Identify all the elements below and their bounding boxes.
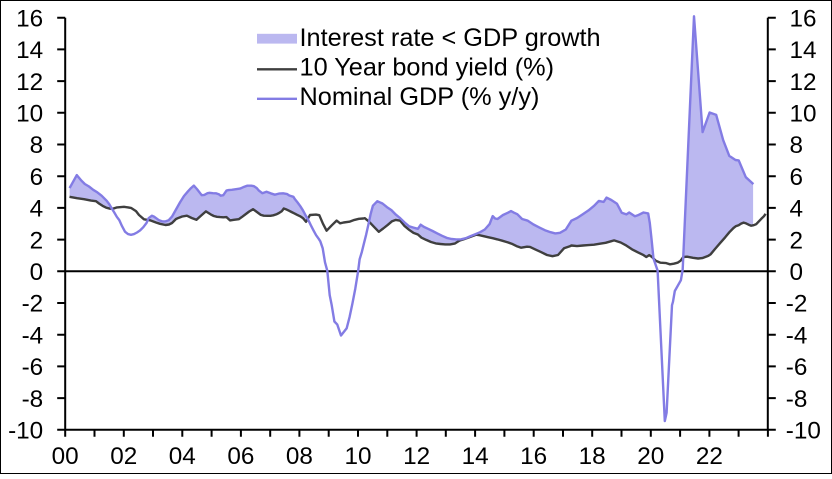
svg-text:16: 16 [790,5,817,32]
svg-text:Interest rate < GDP growth: Interest rate < GDP growth [300,24,601,52]
svg-text:-10: -10 [8,418,43,445]
svg-text:02: 02 [110,443,137,470]
svg-text:0: 0 [790,259,804,286]
svg-text:-4: -4 [786,322,808,349]
svg-text:18: 18 [579,443,606,470]
svg-text:12: 12 [16,69,43,96]
svg-text:10: 10 [790,101,817,128]
svg-text:14: 14 [462,443,489,470]
svg-text:10: 10 [16,101,43,128]
svg-text:4: 4 [30,196,44,223]
svg-text:4: 4 [790,196,804,223]
svg-text:12: 12 [790,69,817,96]
svg-text:12: 12 [403,443,430,470]
svg-text:06: 06 [227,443,254,470]
svg-text:20: 20 [637,443,664,470]
svg-text:-6: -6 [22,354,44,381]
svg-text:-2: -2 [22,291,44,318]
svg-text:00: 00 [52,443,79,470]
svg-text:Nominal GDP (% y/y): Nominal GDP (% y/y) [300,83,540,111]
svg-text:04: 04 [169,443,196,470]
svg-text:-10: -10 [786,418,821,445]
svg-text:-8: -8 [786,386,808,413]
svg-text:16: 16 [16,5,43,32]
svg-text:0: 0 [30,259,44,286]
svg-text:2: 2 [790,227,804,254]
svg-text:14: 14 [16,37,43,64]
svg-text:-4: -4 [22,322,44,349]
svg-text:-2: -2 [786,291,808,318]
svg-text:14: 14 [790,37,817,64]
svg-text:6: 6 [30,164,44,191]
svg-text:-6: -6 [786,354,808,381]
svg-text:2: 2 [30,227,44,254]
svg-text:6: 6 [790,164,804,191]
svg-text:16: 16 [520,443,547,470]
svg-text:22: 22 [696,443,723,470]
svg-text:10: 10 [344,443,371,470]
svg-text:8: 8 [790,132,804,159]
svg-text:08: 08 [286,443,313,470]
svg-text:10 Year bond yield (%): 10 Year bond yield (%) [300,54,555,82]
svg-text:8: 8 [30,132,44,159]
svg-text:-8: -8 [22,386,44,413]
